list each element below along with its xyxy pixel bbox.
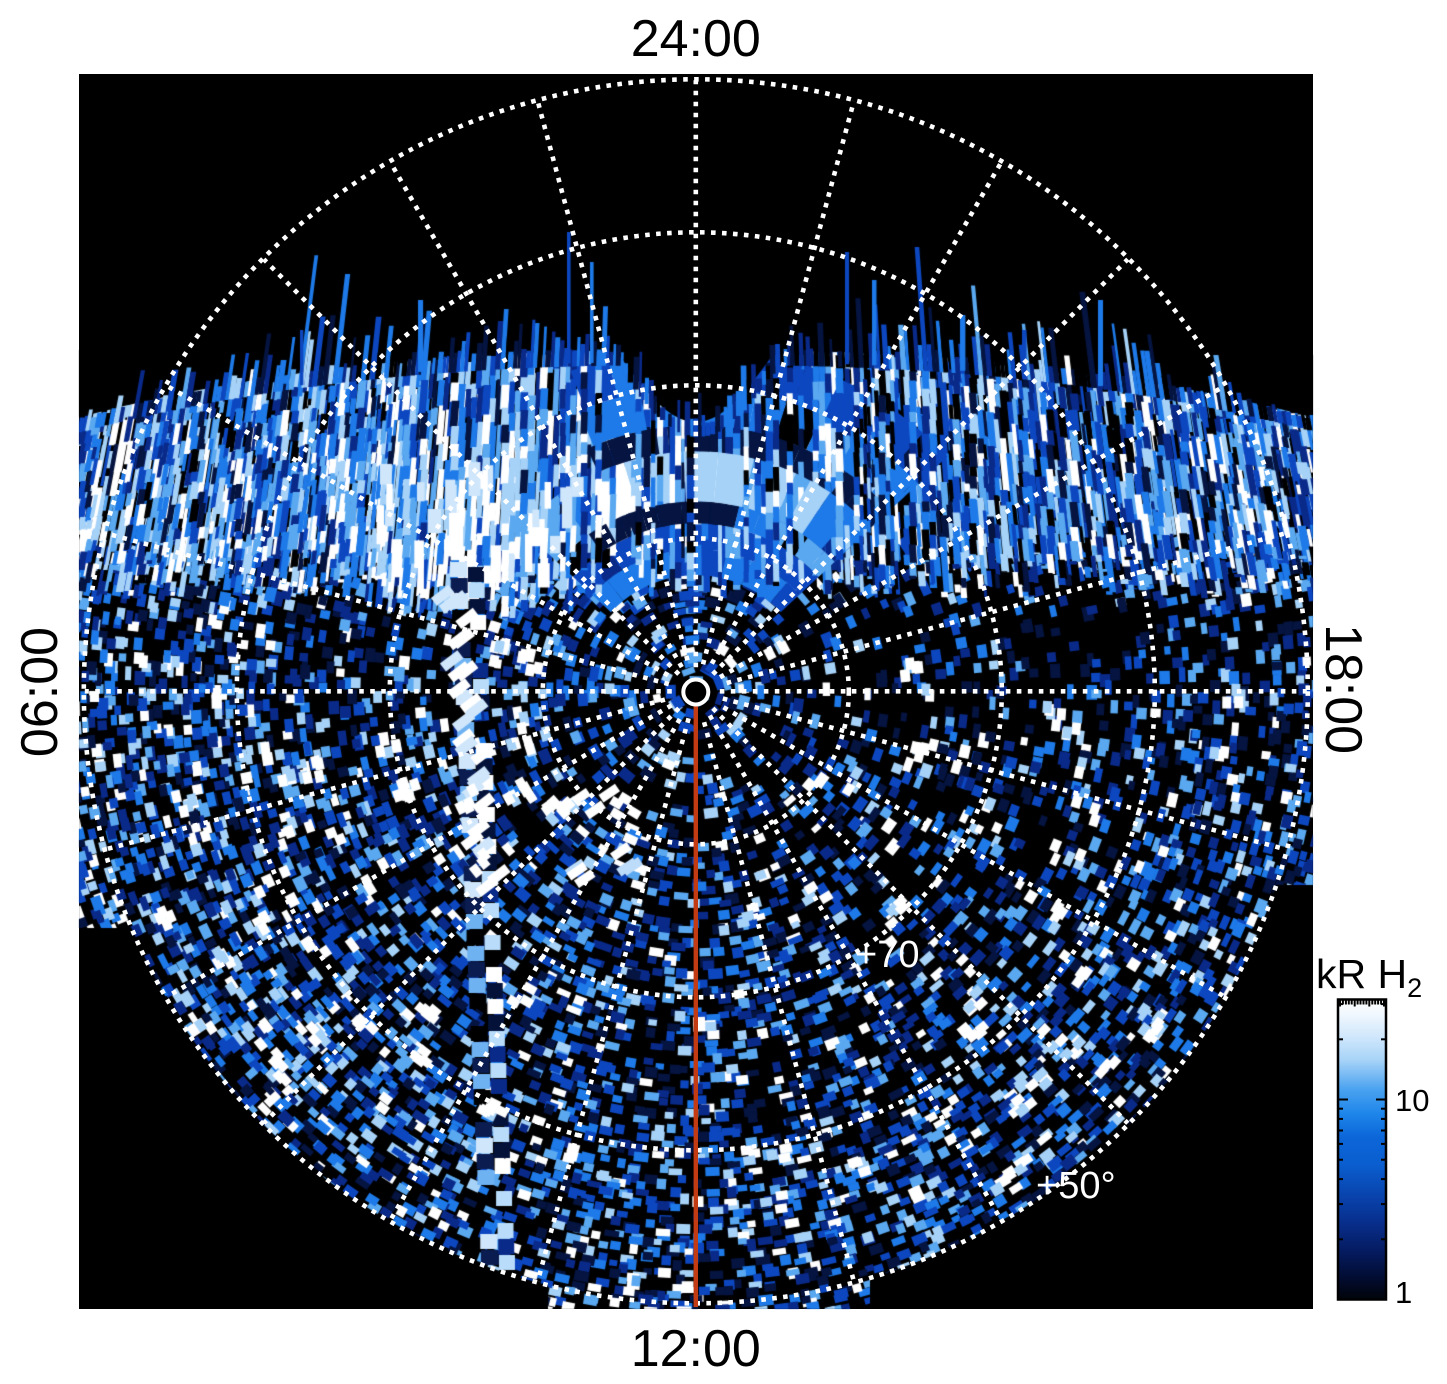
svg-text:18:00: 18:00 — [1314, 624, 1372, 754]
svg-text:1: 1 — [1395, 1275, 1412, 1310]
svg-text:kR H2: kR H2 — [1316, 951, 1422, 1003]
svg-text:+50°: +50° — [1036, 1165, 1116, 1207]
svg-text:+70: +70 — [855, 934, 919, 976]
svg-text:10: 10 — [1395, 1083, 1429, 1118]
svg-text:06:00: 06:00 — [11, 627, 69, 757]
svg-text:12:00: 12:00 — [631, 1320, 761, 1378]
svg-text:24:00: 24:00 — [631, 10, 761, 68]
